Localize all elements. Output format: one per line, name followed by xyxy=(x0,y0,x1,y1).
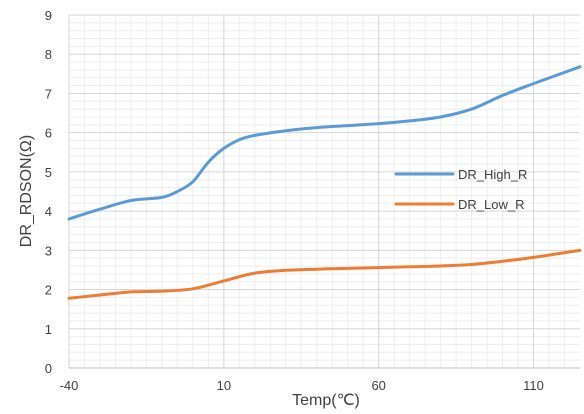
x-tick-label: 10 xyxy=(217,378,231,393)
minor-gridlines xyxy=(69,15,580,368)
y-tick-label: 6 xyxy=(45,126,52,141)
y-tick-label: 0 xyxy=(45,361,52,376)
legend: DR_High_R DR_Low_R xyxy=(394,167,527,212)
y-axis-title: DR_RDSON(Ω) xyxy=(18,135,35,247)
major-gridlines xyxy=(68,14,580,368)
x-tick-label: 110 xyxy=(523,378,544,393)
x-axis-title: Temp(℃) xyxy=(292,392,360,409)
y-tick-label: 3 xyxy=(45,243,52,258)
x-axis-ticks: -40 10 60 110 xyxy=(60,378,544,393)
y-tick-label: 9 xyxy=(45,8,52,23)
y-tick-label: 4 xyxy=(45,204,52,219)
y-tick-label: 5 xyxy=(45,165,52,180)
y-axis-ticks: 0 1 2 3 4 5 6 7 8 9 xyxy=(45,8,52,376)
y-tick-label: 1 xyxy=(45,322,52,337)
y-tick-label: 2 xyxy=(45,283,52,298)
series-line-low xyxy=(67,248,582,300)
legend-label-high: DR_High_R xyxy=(458,167,527,182)
y-tick-label: 8 xyxy=(45,47,52,62)
series-line-high xyxy=(67,65,582,221)
series-lines xyxy=(67,65,582,300)
y-tick-label: 7 xyxy=(45,86,52,101)
legend-label-low: DR_Low_R xyxy=(458,197,524,212)
legend-item-low: DR_Low_R xyxy=(394,197,524,212)
x-tick-label: -40 xyxy=(60,378,79,393)
x-tick-label: 60 xyxy=(371,378,385,393)
legend-item-high: DR_High_R xyxy=(394,167,527,182)
